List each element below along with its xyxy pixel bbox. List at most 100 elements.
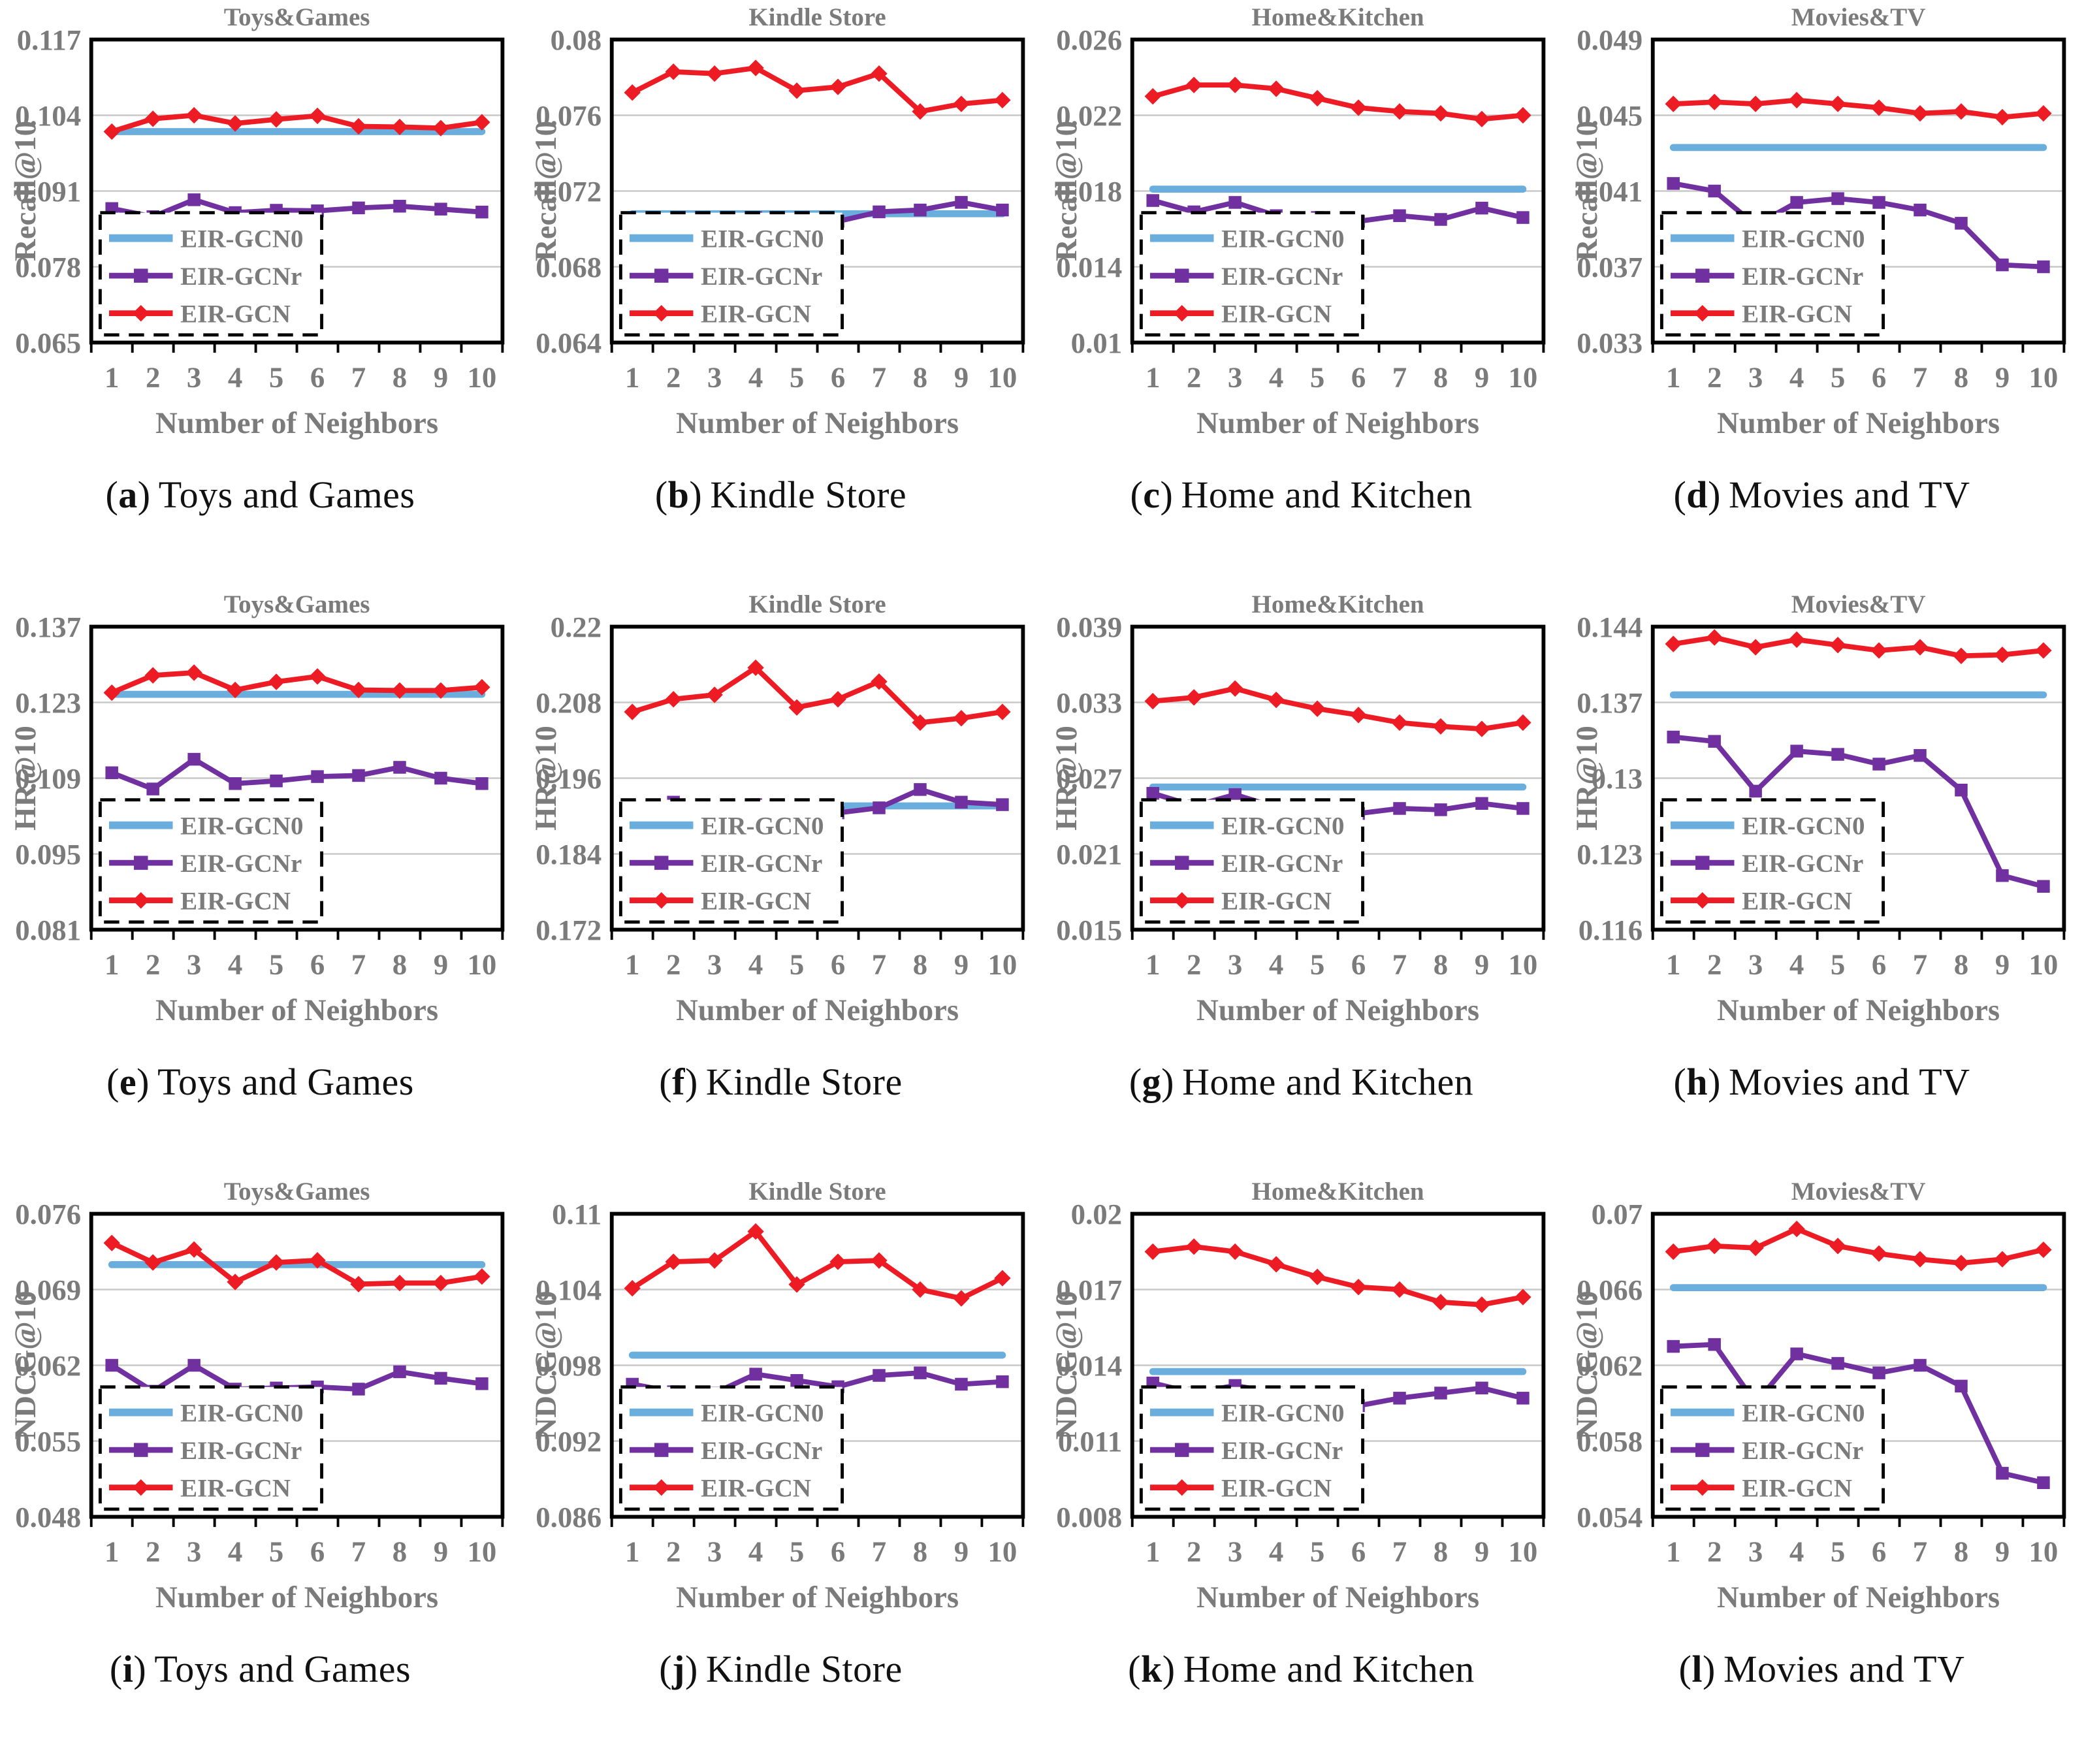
x-tick-label: 2 xyxy=(665,948,680,981)
legend-label: EIR-GCN0 xyxy=(1221,225,1344,253)
x-tick-label: 2 xyxy=(145,1535,159,1568)
y-axis-label: NDCG@10 xyxy=(1049,1291,1083,1440)
x-tick-label: 5 xyxy=(268,948,283,981)
chart-caption: (c) Home and Kitchen xyxy=(1130,473,1472,517)
caption-paren: ) xyxy=(684,1648,698,1690)
caption-letter: j xyxy=(672,1648,685,1690)
caption-paren: ( xyxy=(659,1648,673,1690)
x-tick-label: 10 xyxy=(1508,948,1537,981)
y-axis-label: HR@10 xyxy=(1569,726,1603,830)
caption-text: Toys and Games xyxy=(157,1061,414,1103)
caption-paren: ) xyxy=(1160,473,1174,516)
x-tick-label: 9 xyxy=(954,1535,968,1568)
x-tick-label: 8 xyxy=(392,361,406,394)
y-tick-label: 0.066 xyxy=(1577,1274,1643,1306)
x-axis-label: Number of Neighbors xyxy=(676,993,959,1027)
caption-text: Home and Kitchen xyxy=(1183,1648,1475,1690)
x-tick-label: 5 xyxy=(789,948,803,981)
x-tick-label: 5 xyxy=(1309,361,1324,394)
caption-letter: g xyxy=(1142,1061,1162,1103)
chart-caption: (g) Home and Kitchen xyxy=(1129,1060,1473,1104)
chart-title: Kindle Store xyxy=(748,1178,886,1206)
x-tick-label: 5 xyxy=(789,361,803,394)
x-axis-label: Number of Neighbors xyxy=(1196,993,1479,1027)
legend-label: EIR-GCN0 xyxy=(1742,225,1865,253)
y-tick-label: 0.11 xyxy=(552,1198,601,1230)
legend-label: EIR-GCN xyxy=(1742,300,1852,328)
caption-letter: b xyxy=(667,473,690,516)
caption-letter: a xyxy=(118,473,138,516)
x-axis-label: Number of Neighbors xyxy=(1717,406,2000,440)
x-axis-label: Number of Neighbors xyxy=(1196,406,1479,440)
x-tick-label: 1 xyxy=(1145,948,1159,981)
x-tick-label: 5 xyxy=(1830,948,1844,981)
caption-paren: ( xyxy=(106,1061,120,1103)
x-tick-label: 6 xyxy=(310,948,324,981)
y-tick-label: 0.184 xyxy=(536,838,601,871)
x-tick-label: 4 xyxy=(1789,1535,1803,1568)
x-tick-label: 8 xyxy=(392,1535,406,1568)
x-tick-label: 1 xyxy=(104,1535,118,1568)
y-tick-label: 0.02 xyxy=(1070,1198,1121,1230)
chart-hr-toys-games: Toys&Games 0.081 0.095 0.109 0.123 0.137 1 2 3 4 5… xyxy=(8,590,504,1027)
legend-label: EIR-GCNr xyxy=(1221,1437,1343,1465)
chart-caption: (k) Home and Kitchen xyxy=(1128,1647,1475,1691)
x-tick-label: 1 xyxy=(1665,361,1680,394)
legend-label: EIR-GCN xyxy=(180,887,291,915)
caption-paren: ) xyxy=(684,1061,698,1103)
x-axis-label: Number of Neighbors xyxy=(1196,1580,1479,1614)
legend-label: EIR-GCNr xyxy=(180,850,302,878)
caption-text: Toys and Games xyxy=(154,1648,411,1690)
figure-cell-b: Kindle Store 0.064 0.068 0.072 0.076 0.08 1 2 3 4… xyxy=(521,3,1041,590)
chart-title: Kindle Store xyxy=(748,3,886,31)
legend-label: EIR-GCNr xyxy=(1742,263,1863,291)
figure-cell-f: Kindle Store 0.172 0.184 0.196 0.208 0.22 1 2 3 4… xyxy=(521,590,1041,1177)
x-tick-label: 8 xyxy=(1433,361,1447,394)
x-tick-label: 9 xyxy=(1474,361,1488,394)
caption-paren: ) xyxy=(689,473,703,516)
chart-caption: (l) Movies and TV xyxy=(1679,1647,1965,1691)
y-tick-label: 0.104 xyxy=(536,1274,601,1306)
x-tick-label: 9 xyxy=(433,361,447,394)
x-tick-label: 7 xyxy=(1912,1535,1927,1568)
x-tick-label: 4 xyxy=(748,361,762,394)
x-tick-label: 6 xyxy=(1871,1535,1885,1568)
x-tick-label: 3 xyxy=(186,1535,200,1568)
y-tick-label: 0.048 xyxy=(15,1501,81,1533)
y-tick-label: 0.109 xyxy=(15,762,81,795)
y-axis-label: Recall@10 xyxy=(8,121,42,261)
caption-text: Movies and TV xyxy=(1729,473,1970,516)
x-tick-label: 9 xyxy=(433,948,447,981)
chart-title: Toys&Games xyxy=(223,1178,370,1206)
x-tick-label: 4 xyxy=(1789,948,1803,981)
x-tick-label: 7 xyxy=(351,361,365,394)
x-tick-label: 4 xyxy=(1268,1535,1283,1568)
y-tick-label: 0.081 xyxy=(15,914,81,946)
x-tick-label: 5 xyxy=(1830,361,1844,394)
caption-letter: d xyxy=(1686,473,1708,516)
y-tick-label: 0.015 xyxy=(1056,914,1122,946)
x-tick-label: 1 xyxy=(624,948,639,981)
y-tick-label: 0.021 xyxy=(1056,838,1122,871)
x-tick-label: 3 xyxy=(186,948,200,981)
legend-label: EIR-GCN0 xyxy=(701,225,824,253)
caption-paren: ( xyxy=(1130,473,1144,516)
y-tick-label: 0.117 xyxy=(16,24,80,56)
caption-paren: ( xyxy=(654,473,668,516)
x-tick-label: 7 xyxy=(1392,1535,1406,1568)
figure-cell-d: Movies&TV 0.033 0.037 0.041 0.045 0.049 1 2 3 4 5 6… xyxy=(1562,3,2082,590)
caption-paren: ) xyxy=(1162,1648,1176,1690)
x-tick-label: 3 xyxy=(1227,948,1242,981)
x-tick-label: 5 xyxy=(1309,1535,1324,1568)
y-tick-label: 0.039 xyxy=(1056,611,1122,643)
x-tick-label: 5 xyxy=(268,361,283,394)
figure-cell-i: Toys&Games 0.048 0.055 0.062 0.069 0.076 1 2 3 4 5… xyxy=(0,1177,521,1764)
y-tick-label: 0.049 xyxy=(1577,24,1643,56)
y-tick-label: 0.018 xyxy=(1056,175,1122,208)
x-tick-label: 7 xyxy=(1392,948,1406,981)
legend-label: EIR-GCN0 xyxy=(180,1399,303,1427)
x-tick-label: 4 xyxy=(1268,948,1283,981)
x-tick-label: 6 xyxy=(830,361,844,394)
x-tick-label: 6 xyxy=(310,361,324,394)
y-tick-label: 0.072 xyxy=(536,175,601,208)
